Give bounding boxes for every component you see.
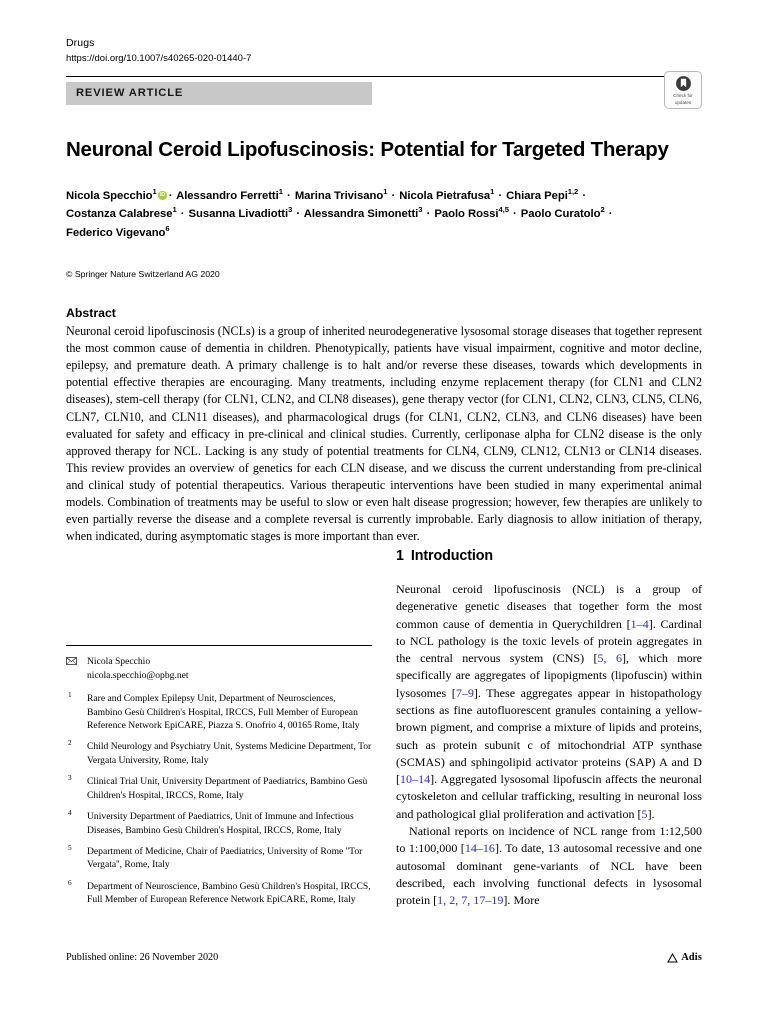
article-type-band bbox=[66, 82, 372, 106]
left-column: Nicola Specchio nicola.specchio@opbg.net… bbox=[66, 548, 372, 915]
corresponding-author-name: Nicola Specchio bbox=[87, 656, 151, 667]
publisher-logo: Adis bbox=[667, 952, 702, 963]
affiliation-number: 6 bbox=[68, 877, 72, 887]
author-line-3: Federico Vigevano6 bbox=[66, 223, 170, 239]
right-column: 1 Introduction Neuronal ceroid lipofuscin… bbox=[396, 548, 702, 909]
affiliation-item: 5 Department of Medicine, Chair of Paedi… bbox=[66, 843, 372, 872]
doi-link[interactable]: https://doi.org/10.1007/s40265-020-01440… bbox=[66, 53, 252, 65]
affiliation-item: 4 University Department of Paediatrics, … bbox=[66, 808, 372, 837]
adis-triangle-icon bbox=[667, 952, 679, 962]
author-list: Nicola Specchio1· Alessandro Ferretti1 ·… bbox=[66, 187, 666, 242]
section-paragraph: Neuronal ceroid lipofuscinosis (NCL) is … bbox=[396, 582, 702, 821]
affiliation-divider bbox=[66, 645, 372, 646]
section-title: Introduction bbox=[410, 548, 494, 564]
affiliation-number: 4 bbox=[68, 808, 72, 818]
corresponding-author-email[interactable]: nicola.specchio@opbg.net bbox=[87, 669, 189, 681]
affiliation-text: University Department of Paediatrics, Un… bbox=[87, 811, 354, 836]
affiliation-text: Department of Neuroscience, Bambino Gesù… bbox=[87, 880, 371, 906]
journal-name: Drugs bbox=[66, 37, 95, 49]
affiliation-number: 2 bbox=[68, 738, 72, 748]
affiliation-item: 6 Department of Neuroscience, Bambino Ge… bbox=[66, 877, 372, 907]
affiliation-text: Child Neurology and Psychiatry Unit, Sys… bbox=[87, 741, 372, 766]
affiliation-number: 1 bbox=[68, 690, 72, 700]
check-for-updates-badge[interactable]: Check for updates bbox=[664, 71, 702, 110]
published-online-date: Published online: 26 November 2020 bbox=[66, 952, 219, 963]
article-type-row: REVIEW ARTICLE Check for updates bbox=[66, 71, 702, 110]
copyright-line: © Springer Nature Switzerland AG 2020 bbox=[66, 268, 220, 279]
affiliation-list: 1 Rare and Complex Epilepsy Unit, Depart… bbox=[66, 690, 372, 907]
affiliation-text: Department of Medicine, Chair of Paediat… bbox=[87, 846, 363, 871]
affiliation-item: 3 Clinical Trial Unit, University Depart… bbox=[66, 773, 372, 802]
abstract-text: Neuronal ceroid lipofuscinosis (NCLs) is… bbox=[66, 323, 702, 544]
envelope-icon bbox=[66, 657, 77, 665]
check-for-updates-line1: Check for bbox=[673, 93, 693, 99]
section-number: 1 bbox=[396, 548, 404, 564]
affiliation-text: Clinical Trial Unit, University Departme… bbox=[87, 776, 368, 801]
orcid-icon[interactable] bbox=[158, 191, 167, 200]
section-heading: 1 Introduction bbox=[396, 548, 702, 564]
check-for-updates-line2: updates bbox=[674, 99, 692, 105]
page-header-block: Drugs https://doi.org/10.1007/s40265-020… bbox=[66, 36, 702, 545]
header-divider bbox=[66, 76, 702, 78]
crossmark-circle-icon bbox=[675, 76, 691, 92]
two-column-region: Nicola Specchio nicola.specchio@opbg.net… bbox=[66, 548, 702, 968]
article-title: Neuronal Ceroid Lipofuscinosis: Potentia… bbox=[66, 138, 669, 162]
affiliation-item: 2 Child Neurology and Psychiatry Unit, S… bbox=[66, 738, 372, 767]
article-type-label: REVIEW ARTICLE bbox=[76, 87, 184, 100]
section-paragraph: National reports on incidence of NCL ran… bbox=[396, 823, 702, 908]
publisher-name: Adis bbox=[681, 952, 702, 963]
author-line-1: Nicola Specchio1· Alessandro Ferretti1 ·… bbox=[66, 187, 666, 205]
affiliation-number: 3 bbox=[68, 773, 72, 783]
affiliation-number: 5 bbox=[68, 843, 72, 853]
author-line-2: Costanza Calabrese1 · Susanna Livadiotti… bbox=[66, 205, 613, 221]
corresponding-author-block: Nicola Specchio nicola.specchio@opbg.net bbox=[66, 655, 372, 682]
affiliation-item: 1 Rare and Complex Epilepsy Unit, Depart… bbox=[66, 690, 372, 732]
affiliation-text: Rare and Complex Epilepsy Unit, Departme… bbox=[87, 693, 360, 732]
abstract-heading: Abstract bbox=[66, 305, 116, 320]
page-footer: Published online: 26 November 2020 Adis bbox=[66, 952, 702, 963]
